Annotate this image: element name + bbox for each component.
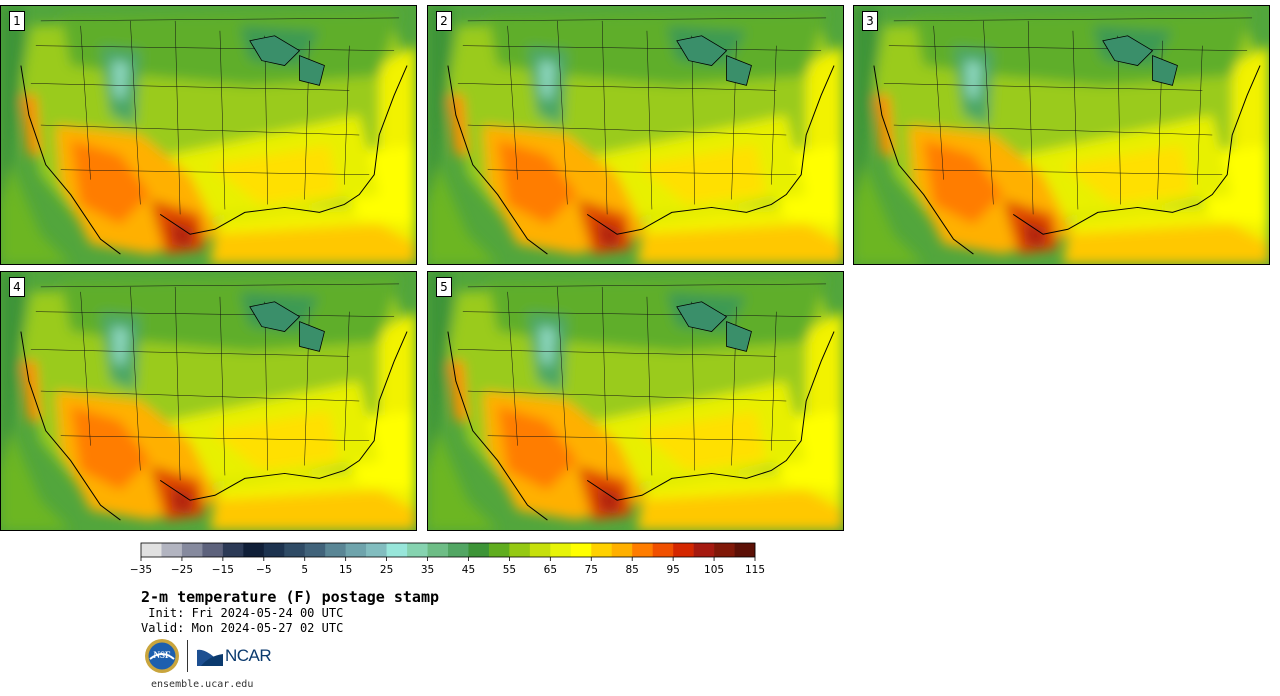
colorbar-tick-label: 35 [421, 564, 434, 576]
colorbar-tick-label: −25 [171, 564, 193, 576]
colorbar-swatch [325, 543, 346, 557]
colorbar-tick-label: −5 [256, 564, 271, 576]
stamp-panel-2: 2 [427, 5, 844, 265]
temperature-map [1, 6, 416, 264]
colorbar-swatch [345, 543, 367, 557]
ncar-logo-text: NCAR [225, 646, 272, 665]
colorbar-swatch [243, 543, 265, 557]
stamp-label: 5 [436, 277, 452, 297]
colorbar-swatch [202, 543, 224, 557]
colorbar-swatch [386, 543, 408, 557]
stamp-label: 2 [436, 11, 452, 31]
colorbar-swatch [693, 543, 715, 557]
init-time: Init: Fri 2024-05-24 00 UTC [141, 606, 344, 620]
ncar-logo-icon [197, 649, 223, 666]
colorbar-swatch [570, 543, 592, 557]
colorbar-tick-label: 85 [626, 564, 639, 576]
colorbar-tick-label: 95 [666, 564, 679, 576]
colorbar-tick-label: 75 [585, 564, 598, 576]
colorbar-swatch [427, 543, 449, 557]
colorbar-swatch [632, 543, 653, 557]
temperature-map [1, 272, 416, 530]
colorbar-swatch [222, 543, 244, 557]
site-url: ensemble.ucar.edu [151, 679, 254, 690]
colorbar-swatch [141, 543, 162, 557]
colorbar-tick-label: 15 [339, 564, 352, 576]
colorbar-swatch [304, 543, 326, 557]
logos: NSF NCAR [144, 638, 272, 674]
colorbar-swatch [714, 543, 735, 557]
colorbar-border [140, 542, 756, 558]
colorbar-swatch [652, 543, 674, 557]
temperature-map [428, 272, 843, 530]
temperature-map [854, 6, 1269, 264]
valid-time: Valid: Mon 2024-05-27 02 UTC [141, 621, 344, 635]
colorbar-tick-label: 65 [544, 564, 557, 576]
colorbar-swatch [529, 543, 551, 557]
nsf-logo-text: NSF [153, 650, 171, 660]
colorbar-swatch [407, 543, 428, 557]
colorbar-tick-label: −15 [212, 564, 234, 576]
colorbar-tick-label: 25 [380, 564, 393, 576]
stamp-panel-3: 3 [853, 5, 1270, 265]
colorbar-swatch [181, 543, 203, 557]
colorbar-tick-label: 55 [503, 564, 516, 576]
temperature-map [428, 6, 843, 264]
colorbar-tick-label: −35 [130, 564, 152, 576]
colorbar-swatch [550, 543, 572, 557]
stamp-label: 1 [9, 11, 25, 31]
colorbar-swatch [263, 543, 285, 557]
colorbar-swatch [591, 543, 613, 557]
colorbar-tick-label: 115 [745, 564, 765, 576]
stamp-panel-5: 5 [427, 271, 844, 531]
colorbar-tick-label: 5 [301, 564, 308, 576]
colorbar-swatch [468, 543, 490, 557]
colorbar-swatch [488, 543, 510, 557]
colorbar-swatch [509, 543, 531, 557]
colorbar-tick-label: 45 [462, 564, 475, 576]
colorbar-swatch [673, 543, 694, 557]
stamp-panel-4: 4 [0, 271, 417, 531]
colorbar-swatch [366, 543, 387, 557]
colorbar-swatch [284, 543, 306, 557]
logo-divider [187, 640, 188, 672]
stamp-label: 4 [9, 277, 25, 297]
colorbar-swatch [611, 543, 633, 557]
colorbar-swatch [161, 543, 183, 557]
colorbar-tick-label: 105 [704, 564, 724, 576]
temperature-colorbar: −35 −25 −15 −5 5 15 25 35 45 55 65 75 85 95 105 115 [130, 542, 765, 576]
colorbar-swatch [448, 543, 469, 557]
map-title: 2-m temperature (F) postage stamp [141, 588, 440, 606]
colorbar-swatch [734, 543, 756, 557]
stamp-panel-1: 1 [0, 5, 417, 265]
stamp-label: 3 [862, 11, 878, 31]
nsf-logo-icon: NSF [145, 639, 179, 673]
